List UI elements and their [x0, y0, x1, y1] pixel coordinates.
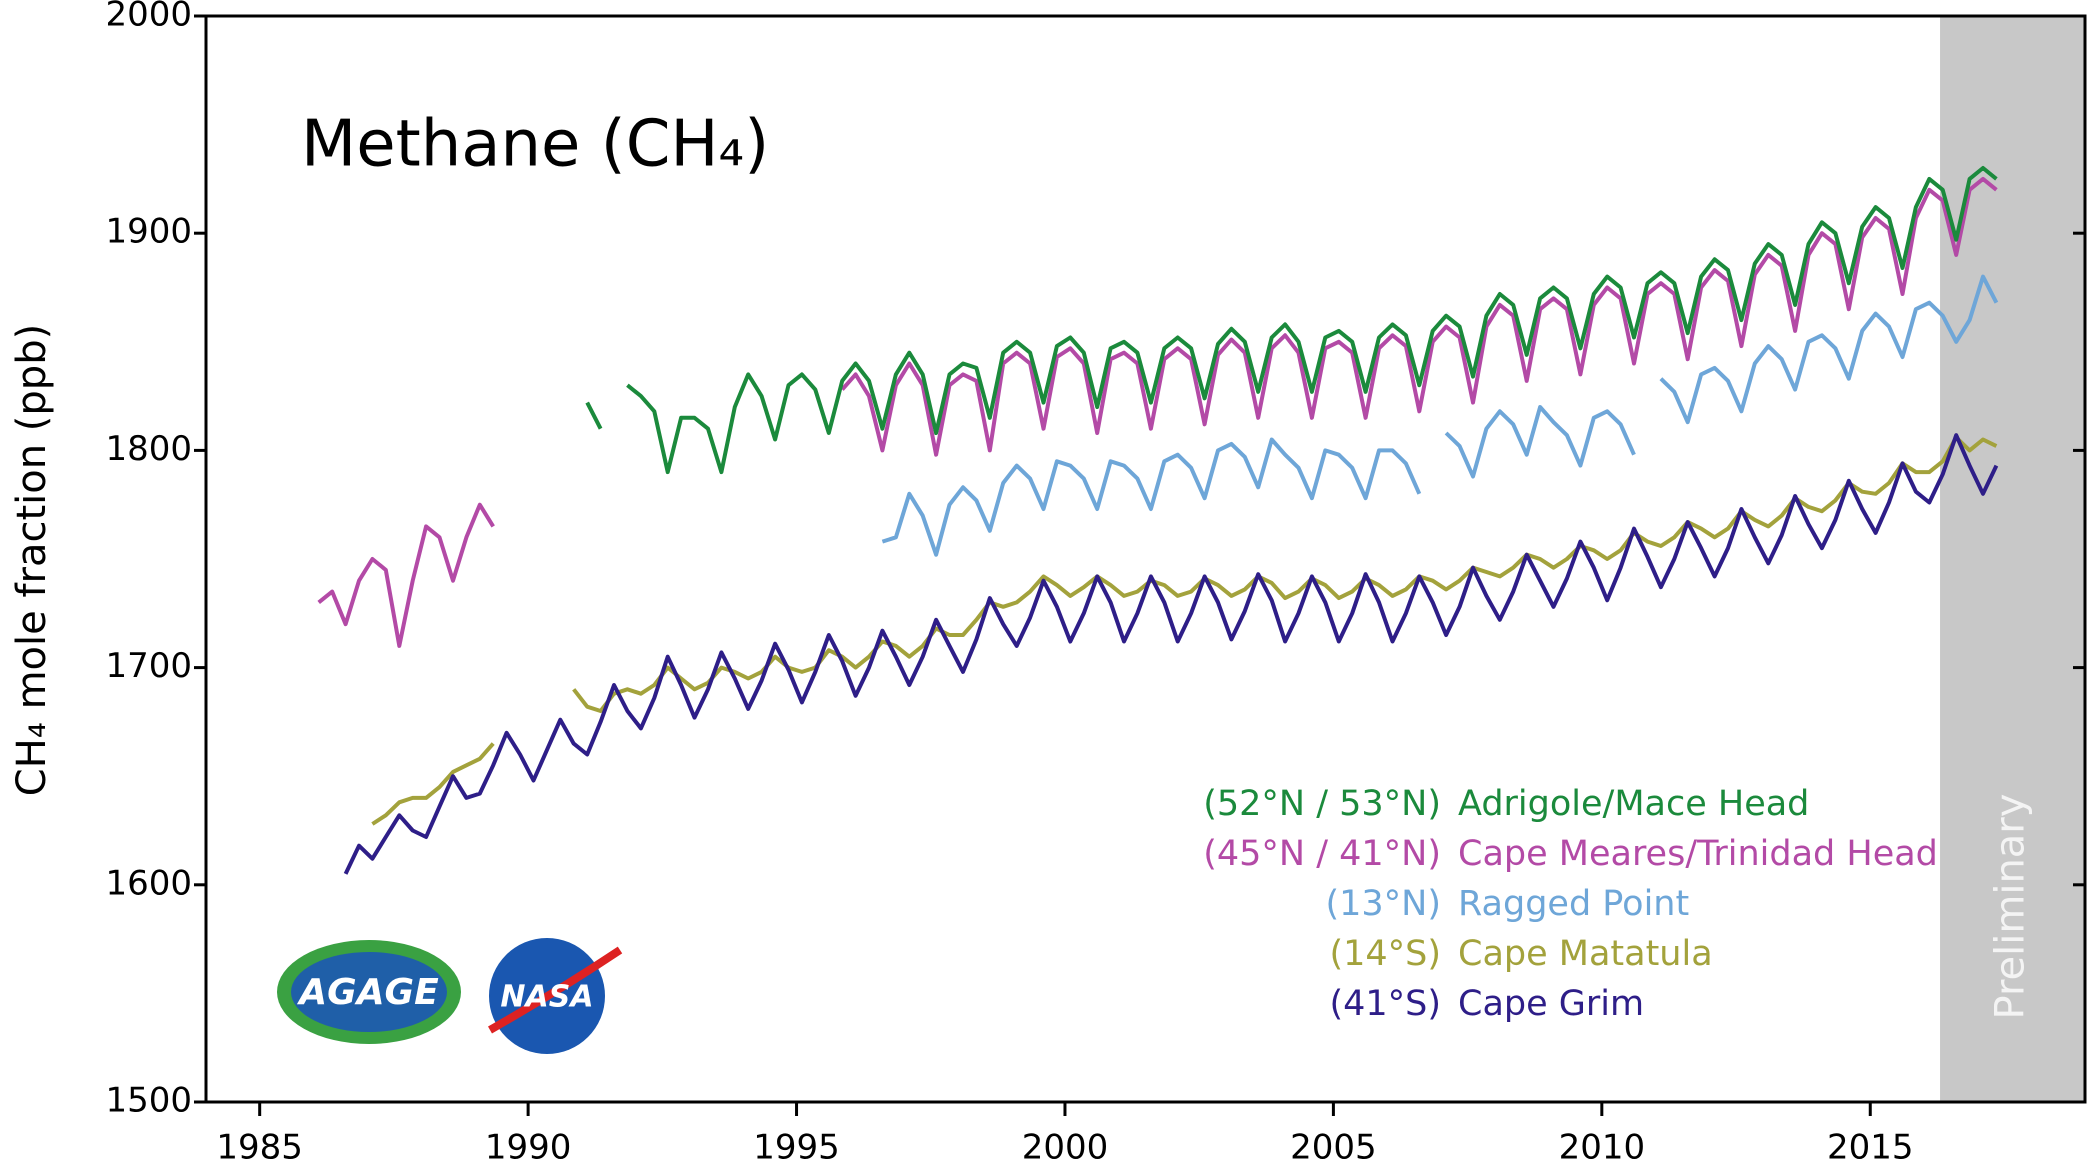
legend-label: Adrigole/Mace Head — [1458, 784, 1809, 824]
legend-latitude: (45°N / 41°N) — [1203, 834, 1441, 874]
x-tick-label: 2000 — [1022, 1128, 1109, 1168]
x-tick-label: 1990 — [485, 1128, 572, 1168]
agage-logo: AGAGE — [277, 940, 461, 1044]
logo-shape — [291, 952, 447, 1032]
x-tick-label: 2005 — [1290, 1128, 1377, 1168]
x-tick-label: 2010 — [1559, 1128, 1646, 1168]
legend-label: Cape Meares/Trinidad Head — [1458, 834, 1938, 874]
logo-text: AGAGE — [296, 972, 439, 1013]
y-tick-label: 1500 — [105, 1081, 192, 1121]
series-line — [881, 274, 1999, 557]
series-line — [343, 433, 1999, 875]
logo-text: NASA — [500, 980, 593, 1015]
legend-latitude: (13°N) — [1325, 884, 1441, 924]
x-tick-label: 1995 — [753, 1128, 840, 1168]
legend-label: Cape Grim — [1458, 984, 1644, 1024]
y-tick-label: 1700 — [105, 646, 192, 686]
y-tick-label: 1800 — [105, 429, 192, 469]
chart-title: Methane (CH₄) — [301, 108, 769, 182]
nasa-logo: NASA — [488, 938, 623, 1054]
legend-label: Ragged Point — [1458, 884, 1689, 924]
legend-latitude: (52°N / 53°N) — [1203, 784, 1441, 824]
x-tick-label: 2015 — [1827, 1128, 1914, 1168]
series-line — [317, 176, 1998, 648]
logo-shape — [488, 946, 623, 1034]
legend-label: Cape Matatula — [1458, 934, 1713, 974]
x-tick-label: 1985 — [216, 1128, 303, 1168]
y-axis-label: CH₄ mole fraction (ppb) — [9, 324, 55, 796]
preliminary-label: Preliminary — [1988, 794, 2034, 1020]
y-tick-label: 2000 — [105, 0, 192, 35]
series-line — [371, 435, 1998, 826]
series-line — [585, 166, 1998, 475]
y-tick-label: 1600 — [105, 863, 192, 903]
legend-latitude: (14°S) — [1329, 934, 1441, 974]
legend-latitude: (41°S) — [1329, 984, 1441, 1024]
y-tick-label: 1900 — [105, 212, 192, 252]
plot-frame — [204, 14, 2087, 1104]
